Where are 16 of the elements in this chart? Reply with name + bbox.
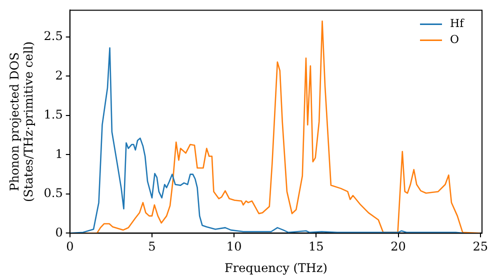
y-axis-title: Phonon projected DOS (States/THz·primitive cell) — [7, 41, 36, 202]
y-tick-label: 1 — [55, 146, 63, 161]
legend-label: Hf — [450, 17, 465, 30]
x-tick-label: 20 — [390, 240, 406, 254]
x-tick-label: 25 — [472, 240, 488, 254]
x-axis-title: Frequency (THz) — [224, 260, 328, 275]
y-tick-label: 1.5 — [44, 108, 63, 122]
y-tick-label: 0 — [55, 225, 63, 240]
x-tick-label: 5 — [148, 240, 156, 254]
x-tick-label: 0 — [66, 240, 74, 254]
y-tick-label: 0.5 — [44, 186, 63, 200]
y-tick-label: 2.5 — [44, 29, 63, 44]
legend-label: O — [450, 33, 460, 46]
x-tick-label: 10 — [226, 240, 242, 254]
y-tick-label: 2 — [55, 68, 63, 82]
x-tick-label: 15 — [308, 240, 324, 254]
